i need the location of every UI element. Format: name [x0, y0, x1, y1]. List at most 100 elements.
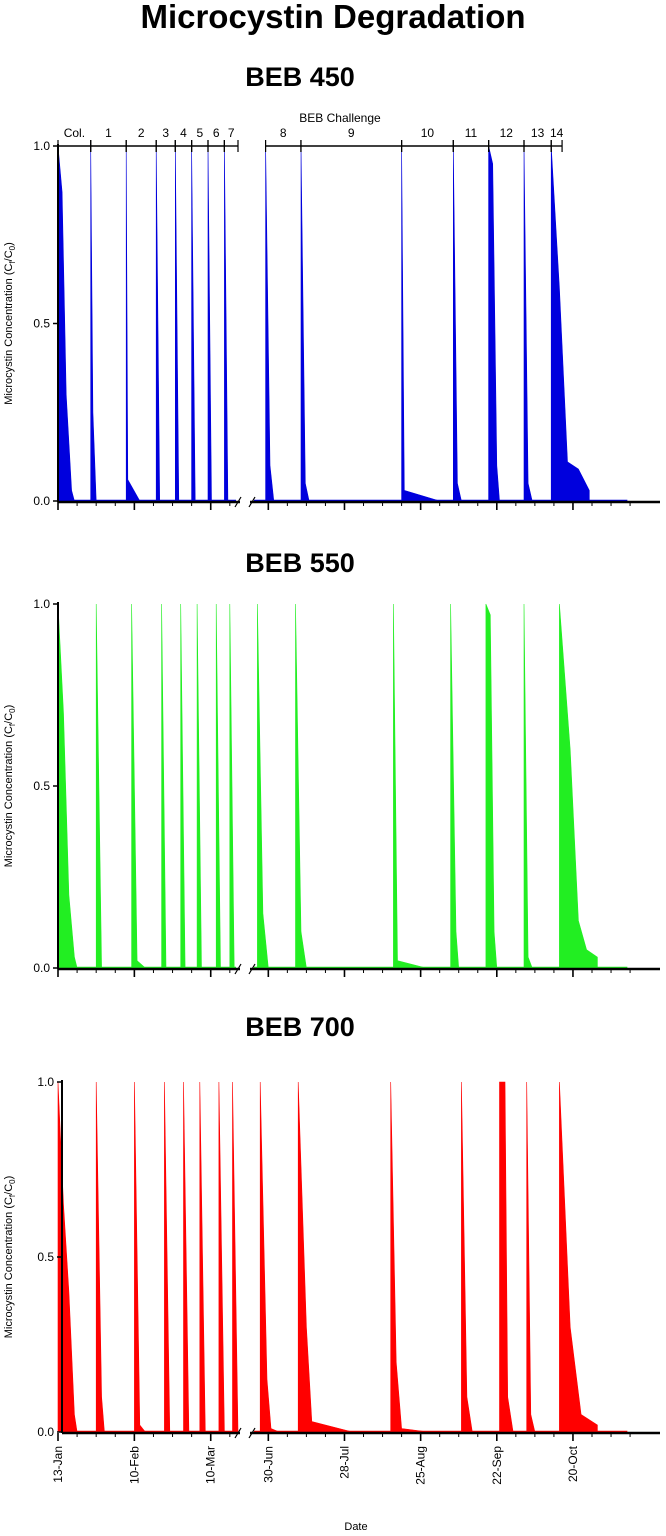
area-mark-event-1 — [95, 603, 102, 969]
y-axis-label-part: 0 — [8, 245, 17, 250]
area-mark-event-8 — [259, 1081, 280, 1433]
area-mark-event-11 — [461, 1081, 473, 1433]
area-mark-event-col — [57, 603, 78, 969]
challenge-label: 3 — [162, 126, 169, 140]
data-series — [57, 603, 628, 969]
chart-panel-3: BEB 700 Microcystin Concentration (Cf/C0)… — [3, 1012, 660, 1485]
challenge-bar-title: BEB Challenge — [299, 111, 381, 125]
area-mark-event-4 — [180, 603, 186, 969]
challenge-label: 12 — [500, 126, 514, 140]
axis-break-mark — [234, 496, 242, 508]
x-tick-label: 20-Oct — [566, 1445, 580, 1482]
y-axis-label-part: /C — [3, 713, 15, 724]
area-mark-event-11 — [452, 145, 462, 502]
y-axis-label-part: f — [8, 261, 17, 264]
chart-panel-2: BEB 550 Microcystin Concentration (Cf/C0)… — [3, 548, 660, 977]
area-mark-event-5 — [196, 603, 202, 969]
area-mark-event-14 — [559, 1081, 598, 1433]
y-axis-label-part: /C — [3, 250, 15, 261]
y-axis-label-part: ) — [3, 705, 15, 709]
x-tick-label: 28-Jul — [337, 1446, 351, 1479]
challenge-label: 5 — [196, 126, 203, 140]
area-mark-event-10 — [401, 145, 440, 502]
area-mark-event-2 — [134, 1081, 146, 1433]
axes: 0.0 0.5 1.0 — [33, 139, 660, 510]
y-axis-label: Microcystin Concentration (Cf/C0) — [3, 705, 17, 868]
challenge-label: 13 — [531, 126, 545, 140]
y-axis-label: Microcystin Concentration (Cf/C0) — [3, 242, 17, 405]
challenge-label: 2 — [138, 126, 145, 140]
y-tick-label: 1.0 — [33, 139, 50, 153]
area-mark-event-9 — [300, 145, 310, 502]
area-mark-event-5 — [199, 1081, 206, 1433]
y-axis-label-part: f — [8, 723, 17, 726]
challenge-label: 11 — [465, 126, 478, 140]
axis-break-mark — [248, 1427, 256, 1439]
data-series — [57, 145, 628, 502]
challenge-label: 8 — [280, 126, 287, 140]
challenge-label: 7 — [228, 126, 235, 140]
area-mark-event-6 — [218, 1081, 225, 1433]
y-axis-label-part: Microcystin Concentration (C — [3, 1197, 15, 1338]
area-mark-event-13 — [523, 603, 533, 969]
figure-title: Microcystin Degradation — [140, 0, 525, 35]
data-series — [57, 1081, 628, 1433]
x-axis-label: Date — [344, 1521, 367, 1533]
challenge-label: 9 — [348, 126, 355, 140]
area-mark-event-14 — [550, 145, 590, 502]
area-mark-event-7 — [229, 603, 235, 969]
area-mark-event-8 — [265, 145, 275, 502]
panel-title: BEB 700 — [245, 1012, 355, 1042]
area-mark-event-3 — [155, 145, 161, 502]
area-mark-event-10 — [393, 603, 427, 969]
y-axis-label-part: f — [8, 1194, 17, 1197]
x-tick-label: 25-Aug — [414, 1446, 428, 1485]
area-mark-event-7 — [232, 1081, 239, 1433]
x-tick-label: 22-Sep — [490, 1446, 504, 1485]
y-axis-label: Microcystin Concentration (Cf/C0) — [3, 1176, 17, 1339]
y-tick-label: 0.5 — [33, 317, 50, 331]
area-mark-event-13 — [526, 1081, 536, 1433]
area-mark-event-7 — [224, 145, 229, 502]
area-mark-event-12 — [485, 603, 498, 969]
area-mark-event-6 — [207, 145, 212, 502]
y-axis-label-part: 0 — [8, 708, 17, 713]
area-mark-event-3 — [161, 603, 167, 969]
y-axis-label-part: ) — [3, 242, 15, 246]
challenge-label: Col. — [64, 126, 85, 140]
challenge-label: 4 — [180, 126, 187, 140]
challenge-label: 1 — [105, 126, 112, 140]
area-mark-event-1 — [90, 145, 97, 502]
y-axis-label-part: Microcystin Concentration (C — [3, 264, 15, 405]
y-tick-label: 1.0 — [37, 1075, 54, 1089]
challenge-label: 14 — [550, 126, 564, 140]
area-mark-event-9 — [295, 603, 307, 969]
area-mark-event-14 — [559, 603, 598, 969]
axis-break-mark — [234, 1427, 242, 1439]
area-mark-event-2 — [131, 603, 147, 969]
x-tick-label: 30-Jun — [261, 1446, 275, 1483]
y-tick-label: 1.0 — [33, 597, 50, 611]
panel-title: BEB 550 — [245, 548, 355, 578]
y-tick-label: 0.0 — [33, 961, 50, 975]
y-tick-label: 0.0 — [37, 1425, 54, 1439]
y-axis-label-part: /C — [3, 1184, 15, 1195]
axis-break-mark — [234, 963, 242, 975]
axis-break-mark — [248, 963, 256, 975]
area-mark-event-12 — [488, 145, 500, 502]
area-mark-event-10 — [390, 1081, 429, 1433]
x-tick-label: 13-Jan — [51, 1446, 65, 1483]
challenge-label: 10 — [421, 126, 435, 140]
area-mark-event-4 — [183, 1081, 190, 1433]
area-mark-event-12 — [499, 1081, 514, 1433]
axes: 0.0 0.5 1.0 — [33, 597, 660, 977]
y-axis-label-part: ) — [3, 1176, 15, 1180]
area-mark-event-6 — [215, 603, 221, 969]
x-tick-labels: 13-Jan 10-Feb 10-Mar 30-Jun 28-Jul 25-Aug 22-S… — [51, 1445, 580, 1484]
x-tick-label: 10-Mar — [204, 1446, 218, 1484]
chart-panel-1: BEB 450 Microcystin Concentration (Cf/C0)… — [3, 62, 660, 510]
area-mark-event-4 — [175, 145, 180, 502]
